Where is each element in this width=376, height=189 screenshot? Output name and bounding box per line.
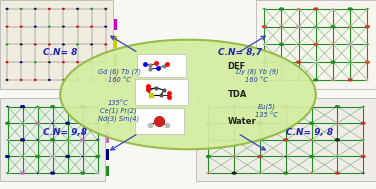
Polygon shape — [309, 139, 314, 141]
Circle shape — [51, 139, 55, 141]
Polygon shape — [232, 155, 237, 158]
Circle shape — [349, 79, 352, 81]
Polygon shape — [347, 25, 353, 28]
Polygon shape — [347, 61, 353, 64]
Polygon shape — [335, 155, 340, 158]
Polygon shape — [47, 78, 52, 81]
Text: C.N= 9,8: C.N= 9,8 — [43, 128, 87, 137]
Circle shape — [361, 122, 365, 124]
Circle shape — [6, 122, 9, 124]
Polygon shape — [283, 122, 288, 125]
Polygon shape — [279, 61, 284, 64]
FancyBboxPatch shape — [0, 0, 113, 89]
Polygon shape — [283, 155, 288, 158]
FancyBboxPatch shape — [137, 54, 186, 77]
Circle shape — [96, 156, 100, 157]
FancyBboxPatch shape — [135, 108, 184, 134]
Polygon shape — [206, 172, 211, 174]
Polygon shape — [262, 8, 267, 10]
Circle shape — [284, 172, 288, 174]
Polygon shape — [296, 8, 301, 10]
Polygon shape — [95, 139, 100, 141]
Polygon shape — [19, 25, 23, 28]
Polygon shape — [257, 105, 262, 108]
Text: Water: Water — [227, 117, 256, 126]
Polygon shape — [61, 78, 66, 81]
Polygon shape — [80, 155, 85, 158]
Circle shape — [232, 139, 236, 141]
Circle shape — [361, 156, 365, 157]
Polygon shape — [35, 139, 40, 141]
Polygon shape — [89, 25, 94, 28]
Polygon shape — [19, 78, 23, 81]
Circle shape — [258, 156, 262, 157]
Polygon shape — [33, 43, 38, 46]
Bar — [114, 54, 117, 66]
Polygon shape — [335, 122, 340, 125]
Bar — [106, 166, 109, 177]
Circle shape — [365, 26, 369, 28]
Polygon shape — [103, 61, 108, 64]
Polygon shape — [361, 139, 366, 141]
Circle shape — [51, 172, 55, 174]
Polygon shape — [206, 105, 211, 108]
Polygon shape — [20, 122, 25, 125]
Polygon shape — [33, 7, 38, 10]
Polygon shape — [5, 61, 9, 64]
Polygon shape — [19, 61, 23, 64]
FancyBboxPatch shape — [196, 98, 376, 181]
Circle shape — [262, 61, 266, 63]
Circle shape — [36, 122, 39, 124]
Bar — [106, 132, 109, 143]
Polygon shape — [5, 7, 9, 10]
Polygon shape — [331, 8, 336, 10]
Polygon shape — [89, 61, 94, 64]
Polygon shape — [65, 139, 70, 141]
Polygon shape — [61, 25, 66, 28]
Circle shape — [284, 106, 288, 108]
Circle shape — [21, 139, 24, 141]
Polygon shape — [257, 172, 262, 174]
Circle shape — [36, 156, 39, 157]
Bar — [114, 36, 117, 48]
Polygon shape — [33, 25, 38, 28]
Circle shape — [66, 122, 70, 124]
Polygon shape — [19, 7, 23, 10]
Polygon shape — [33, 61, 38, 64]
Ellipse shape — [60, 40, 316, 149]
Polygon shape — [75, 43, 80, 46]
Polygon shape — [232, 122, 237, 125]
Circle shape — [335, 172, 339, 174]
Polygon shape — [206, 139, 211, 141]
Polygon shape — [5, 43, 9, 46]
Circle shape — [81, 172, 85, 174]
Polygon shape — [89, 78, 94, 81]
Polygon shape — [35, 105, 40, 108]
Polygon shape — [75, 78, 80, 81]
Circle shape — [206, 122, 210, 124]
Polygon shape — [61, 43, 66, 46]
Text: 135°C
Ce(1) Pr(2)
Nd(3) Sm(4): 135°C Ce(1) Pr(2) Nd(3) Sm(4) — [98, 100, 139, 122]
Polygon shape — [47, 61, 52, 64]
Circle shape — [21, 106, 24, 108]
Polygon shape — [89, 43, 94, 46]
Polygon shape — [103, 7, 108, 10]
Circle shape — [297, 26, 300, 28]
Circle shape — [232, 106, 236, 108]
Text: Eu(5)
135 °C: Eu(5) 135 °C — [255, 104, 278, 118]
Polygon shape — [365, 79, 370, 81]
Polygon shape — [309, 172, 314, 174]
Polygon shape — [279, 25, 284, 28]
Polygon shape — [309, 105, 314, 108]
Circle shape — [297, 61, 300, 63]
Bar — [106, 149, 109, 160]
Polygon shape — [296, 43, 301, 46]
Polygon shape — [331, 43, 336, 46]
Polygon shape — [365, 43, 370, 46]
Polygon shape — [47, 7, 52, 10]
Polygon shape — [47, 25, 52, 28]
Polygon shape — [47, 43, 52, 46]
Polygon shape — [5, 139, 10, 141]
Polygon shape — [313, 25, 318, 28]
Circle shape — [280, 79, 283, 81]
